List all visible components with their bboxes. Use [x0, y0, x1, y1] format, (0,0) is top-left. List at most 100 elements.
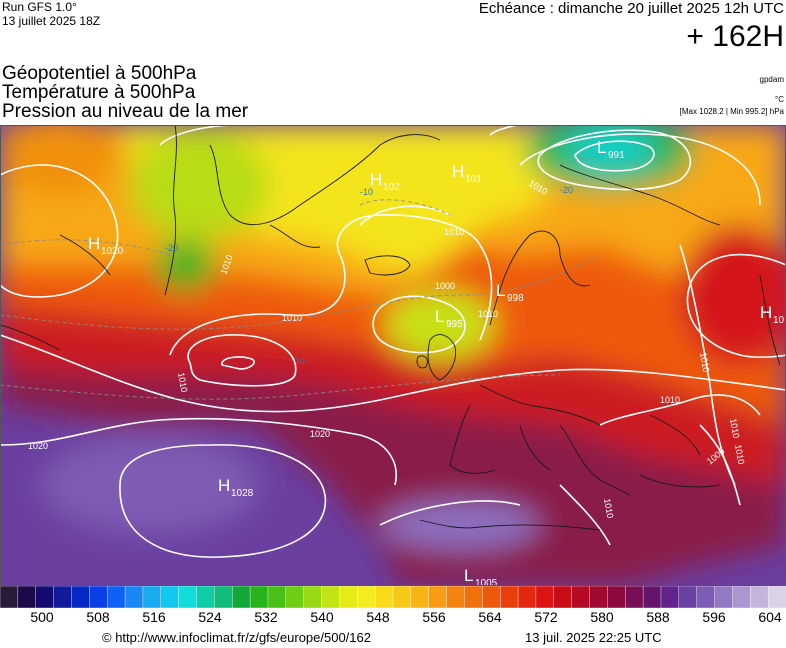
color-scale-swatch	[517, 585, 537, 609]
svg-text:L: L	[464, 566, 473, 585]
color-scale-tick-label: 604	[758, 609, 782, 625]
isobar-lines	[0, 125, 786, 558]
isobar-label: 1010	[176, 372, 189, 393]
color-scale-swatch	[750, 585, 769, 609]
color-scale-swatch	[571, 585, 591, 609]
svg-text:102: 102	[383, 182, 400, 193]
run-model: Run GFS 1.0°	[2, 0, 77, 14]
color-scale-swatch	[767, 585, 786, 609]
color-scale-tick-label: 548	[366, 609, 390, 625]
svg-text:L: L	[496, 281, 505, 300]
color-scale-swatch	[732, 585, 751, 609]
isobar-label: 1010	[698, 352, 711, 373]
color-scale-swatch	[196, 585, 215, 609]
color-scale-swatch	[160, 585, 180, 609]
isobar-label: 1010	[660, 395, 680, 405]
color-scale-tick-label: 516	[142, 609, 166, 625]
color-scale-swatch	[53, 585, 72, 609]
color-scale-tick-label: 524	[198, 609, 222, 625]
svg-text:1028: 1028	[231, 488, 254, 499]
color-scale-swatch	[464, 585, 483, 609]
svg-text:101: 101	[465, 174, 482, 185]
unit-geopotential: gpdam	[759, 75, 784, 84]
color-scale-tick-label: 500	[30, 609, 54, 625]
color-scale-swatch	[142, 585, 162, 609]
svg-text:998: 998	[507, 293, 524, 304]
color-scale-swatch	[232, 585, 251, 609]
color-scale-swatch	[642, 585, 662, 609]
low-pressure-center: L 1005	[464, 566, 498, 586]
isobar-label: 1010	[282, 313, 302, 323]
color-scale-swatch	[392, 585, 412, 609]
isobar-label: 1010	[602, 498, 615, 519]
isobar-label: 1010	[728, 418, 741, 439]
color-scale-swatch	[339, 585, 358, 609]
color-scale-swatch	[446, 585, 465, 609]
pressure-range: [Max 1028.2 | Min 995.2] hPa	[679, 107, 784, 116]
parameter-list: Géopotentiel à 500hPa Température à 500h…	[2, 64, 248, 121]
color-scale-swatch	[17, 585, 37, 609]
run-date: 13 juillet 2025 18Z	[2, 14, 101, 28]
color-scale-tick-label: 564	[478, 609, 502, 625]
temperature-field: 1010 1010 1010 1020 1020 1000 1010 1010 …	[0, 125, 786, 586]
isobar-label: 1010	[478, 309, 498, 319]
color-scale-swatch	[0, 585, 19, 609]
high-pressure-center: H 1028	[218, 476, 254, 499]
svg-text:H: H	[452, 162, 464, 181]
low-pressure-center: L 991	[597, 138, 625, 161]
isobar-label: 1020	[310, 429, 330, 439]
color-scale-swatch	[410, 585, 430, 609]
color-scale-swatch	[124, 585, 144, 609]
color-scale-swatch	[106, 585, 126, 609]
color-scale-swatch	[303, 585, 323, 609]
param-pressure: Pression au niveau de la mer	[2, 101, 249, 122]
color-scale-tick-label: 572	[534, 609, 558, 625]
source-url[interactable]: © http://www.infoclimat.fr/z/gfs/europe/…	[102, 630, 371, 645]
high-pressure-center: H 10	[760, 303, 785, 326]
low-pressure-center: L 998	[496, 281, 524, 304]
color-scale-tick-label: 596	[702, 609, 726, 625]
color-scale-swatch	[696, 585, 716, 609]
param-temperature: Température à 500hPa	[2, 82, 196, 103]
color-scale-swatch	[535, 585, 555, 609]
color-scale-swatch	[482, 585, 501, 609]
color-scale-swatch	[267, 585, 287, 609]
color-scale	[0, 585, 786, 609]
footer: © http://www.infoclimat.fr/z/gfs/europe/…	[0, 630, 786, 648]
isobar-label: 1020	[28, 441, 48, 451]
color-scale-swatch	[178, 585, 197, 609]
color-scale-ticks: 500 508 516 524 532 540 548 556 564 572 580 588 596 6…	[0, 609, 786, 627]
color-scale-swatch	[35, 585, 55, 609]
param-geopotential: Géopotentiel à 500hPa	[2, 63, 197, 84]
color-scale-tick-label: 532	[254, 609, 278, 625]
svg-text:L: L	[597, 138, 606, 157]
svg-text:991: 991	[608, 150, 625, 161]
color-scale-swatch	[678, 585, 698, 609]
high-pressure-center: H 101	[452, 162, 482, 185]
high-pressure-center: H 1020	[88, 234, 124, 257]
geopotential-lines	[0, 156, 641, 400]
isobar-label: 1000	[435, 281, 455, 291]
temperature-label: -20	[560, 185, 573, 195]
forecast-step: + 162H	[686, 20, 784, 53]
color-scale-swatch	[607, 585, 626, 609]
svg-text:1020: 1020	[101, 246, 124, 257]
temperature-label: -10	[292, 356, 305, 366]
run-info: Run GFS 1.0° 13 juillet 2025 18Z	[2, 0, 100, 28]
color-scale-tick-label: 508	[86, 609, 110, 625]
unit-temperature: °C	[775, 95, 784, 104]
temperature-label: -20	[165, 243, 178, 253]
low-pressure-center: L 995	[435, 307, 463, 330]
color-scale-swatch	[374, 585, 394, 609]
color-scale-swatch	[589, 585, 608, 609]
color-scale-swatch	[625, 585, 644, 609]
temperature-labels: -20 -20 -10 -10	[165, 185, 573, 366]
color-scale-swatch	[214, 585, 233, 609]
weather-map: 1010 1010 1010 1020 1020 1000 1010 1010 …	[0, 125, 786, 586]
color-scale-tick-label: 556	[422, 609, 446, 625]
color-scale-tick-label: 540	[310, 609, 334, 625]
color-scale-tick-label: 588	[646, 609, 670, 625]
units-legend: gpdam °C [Max 1028.2 | Min 995.2] hPa	[680, 74, 784, 118]
svg-text:995: 995	[446, 319, 463, 330]
isobar-label: 1010	[444, 227, 464, 237]
